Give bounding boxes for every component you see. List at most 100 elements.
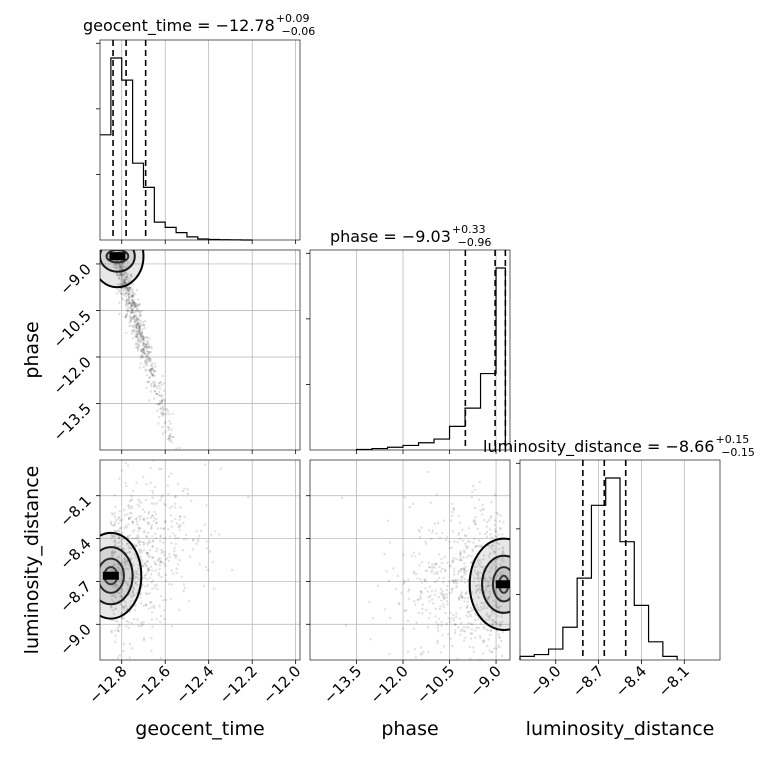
scatter-point bbox=[164, 564, 167, 567]
scatter-point bbox=[470, 561, 473, 564]
scatter-point bbox=[441, 592, 444, 596]
scatter-point bbox=[412, 551, 415, 554]
scatter-point bbox=[160, 399, 164, 403]
scatter-point bbox=[170, 569, 173, 572]
scatter-point bbox=[134, 335, 137, 338]
scatter-point bbox=[139, 334, 142, 337]
scatter-point bbox=[156, 387, 159, 390]
scatter-point bbox=[136, 347, 140, 350]
scatter-point bbox=[460, 579, 463, 583]
scatter-point bbox=[129, 311, 132, 314]
scatter-point bbox=[412, 572, 416, 575]
scatter-point bbox=[471, 608, 475, 612]
scatter-point bbox=[137, 319, 140, 322]
scatter-point bbox=[496, 622, 499, 626]
scatter-point bbox=[138, 325, 141, 328]
scatter-point bbox=[131, 332, 134, 335]
scatter-point bbox=[142, 549, 146, 552]
scatter-point bbox=[140, 355, 143, 358]
scatter-point bbox=[141, 328, 144, 331]
scatter-point bbox=[416, 598, 419, 602]
scatter-point bbox=[110, 553, 114, 556]
scatter-point bbox=[460, 621, 463, 625]
scatter-point bbox=[448, 580, 451, 583]
scatter-point bbox=[145, 364, 148, 367]
scatter-point bbox=[417, 611, 420, 615]
scatter-point bbox=[137, 327, 140, 330]
scatter-point bbox=[160, 401, 163, 404]
scatter-point bbox=[123, 526, 127, 530]
scatter-point bbox=[140, 335, 143, 339]
scatter-point bbox=[436, 521, 440, 525]
scatter-point bbox=[183, 538, 186, 541]
scatter-point bbox=[485, 612, 488, 615]
scatter-point bbox=[194, 506, 196, 508]
scatter-point bbox=[495, 605, 498, 608]
scatter-point bbox=[161, 425, 164, 429]
scatter-point bbox=[167, 475, 171, 478]
scatter-point bbox=[424, 587, 427, 590]
scatter-point bbox=[451, 560, 455, 563]
scatter-point bbox=[144, 585, 147, 588]
scatter-point bbox=[174, 554, 177, 557]
scatter-point bbox=[148, 357, 151, 361]
scatter-point bbox=[478, 591, 482, 594]
ylabel-luminosity-distance: luminosity_distance bbox=[21, 466, 43, 655]
scatter-point bbox=[490, 611, 494, 614]
scatter-point bbox=[118, 264, 122, 267]
scatter-point bbox=[489, 528, 492, 531]
scatter-point bbox=[128, 302, 131, 305]
scatter-point bbox=[142, 565, 145, 568]
scatter-point bbox=[482, 508, 485, 511]
scatter-point bbox=[476, 669, 478, 671]
scatter-point bbox=[502, 521, 505, 524]
scatter-point bbox=[177, 462, 179, 464]
scatter-point bbox=[151, 373, 154, 376]
scatter-point bbox=[455, 582, 458, 585]
scatter-point bbox=[146, 551, 149, 555]
scatter-point bbox=[464, 597, 467, 600]
scatter-point bbox=[141, 564, 145, 568]
scatter-point bbox=[138, 339, 141, 342]
scatter-point bbox=[135, 346, 138, 349]
scatter-point bbox=[125, 287, 128, 290]
scatter-point bbox=[133, 314, 136, 318]
scatter-point bbox=[469, 613, 472, 616]
scatter-point bbox=[484, 532, 487, 536]
x-tick-label: −8.1 bbox=[655, 662, 693, 700]
scatter-point bbox=[501, 620, 504, 623]
scatter-point bbox=[445, 600, 449, 603]
scatter-point bbox=[487, 629, 490, 632]
scatter-point bbox=[497, 606, 501, 609]
scatter-point bbox=[148, 369, 151, 372]
scatter-point bbox=[164, 407, 167, 411]
scatter-point bbox=[133, 304, 137, 307]
scatter-point bbox=[144, 353, 147, 356]
scatter-point bbox=[494, 528, 497, 531]
scatter-point bbox=[123, 663, 125, 665]
scatter-point bbox=[110, 606, 113, 609]
scatter-point bbox=[490, 567, 493, 570]
scatter-point bbox=[124, 291, 128, 294]
scatter-point bbox=[139, 348, 143, 351]
scatter-point bbox=[150, 565, 153, 568]
scatter-point bbox=[499, 624, 503, 627]
scatter-point bbox=[451, 502, 454, 505]
scatter-point bbox=[178, 525, 181, 528]
scatter-point bbox=[159, 561, 162, 564]
scatter-point bbox=[147, 555, 151, 559]
scatter-point bbox=[113, 584, 117, 587]
scatter-point bbox=[403, 579, 406, 582]
scatter-point bbox=[466, 606, 469, 609]
scatter-point bbox=[440, 561, 444, 565]
scatter-point bbox=[482, 625, 486, 629]
scatter-point bbox=[126, 584, 130, 587]
scatter-point bbox=[487, 581, 490, 585]
scatter-point bbox=[488, 596, 491, 599]
scatter-point bbox=[161, 414, 164, 417]
scatter-point bbox=[151, 366, 154, 369]
scatter-point bbox=[442, 596, 445, 599]
scatter-point bbox=[136, 335, 139, 339]
scatter-point bbox=[137, 541, 140, 545]
scatter-point bbox=[178, 558, 181, 562]
